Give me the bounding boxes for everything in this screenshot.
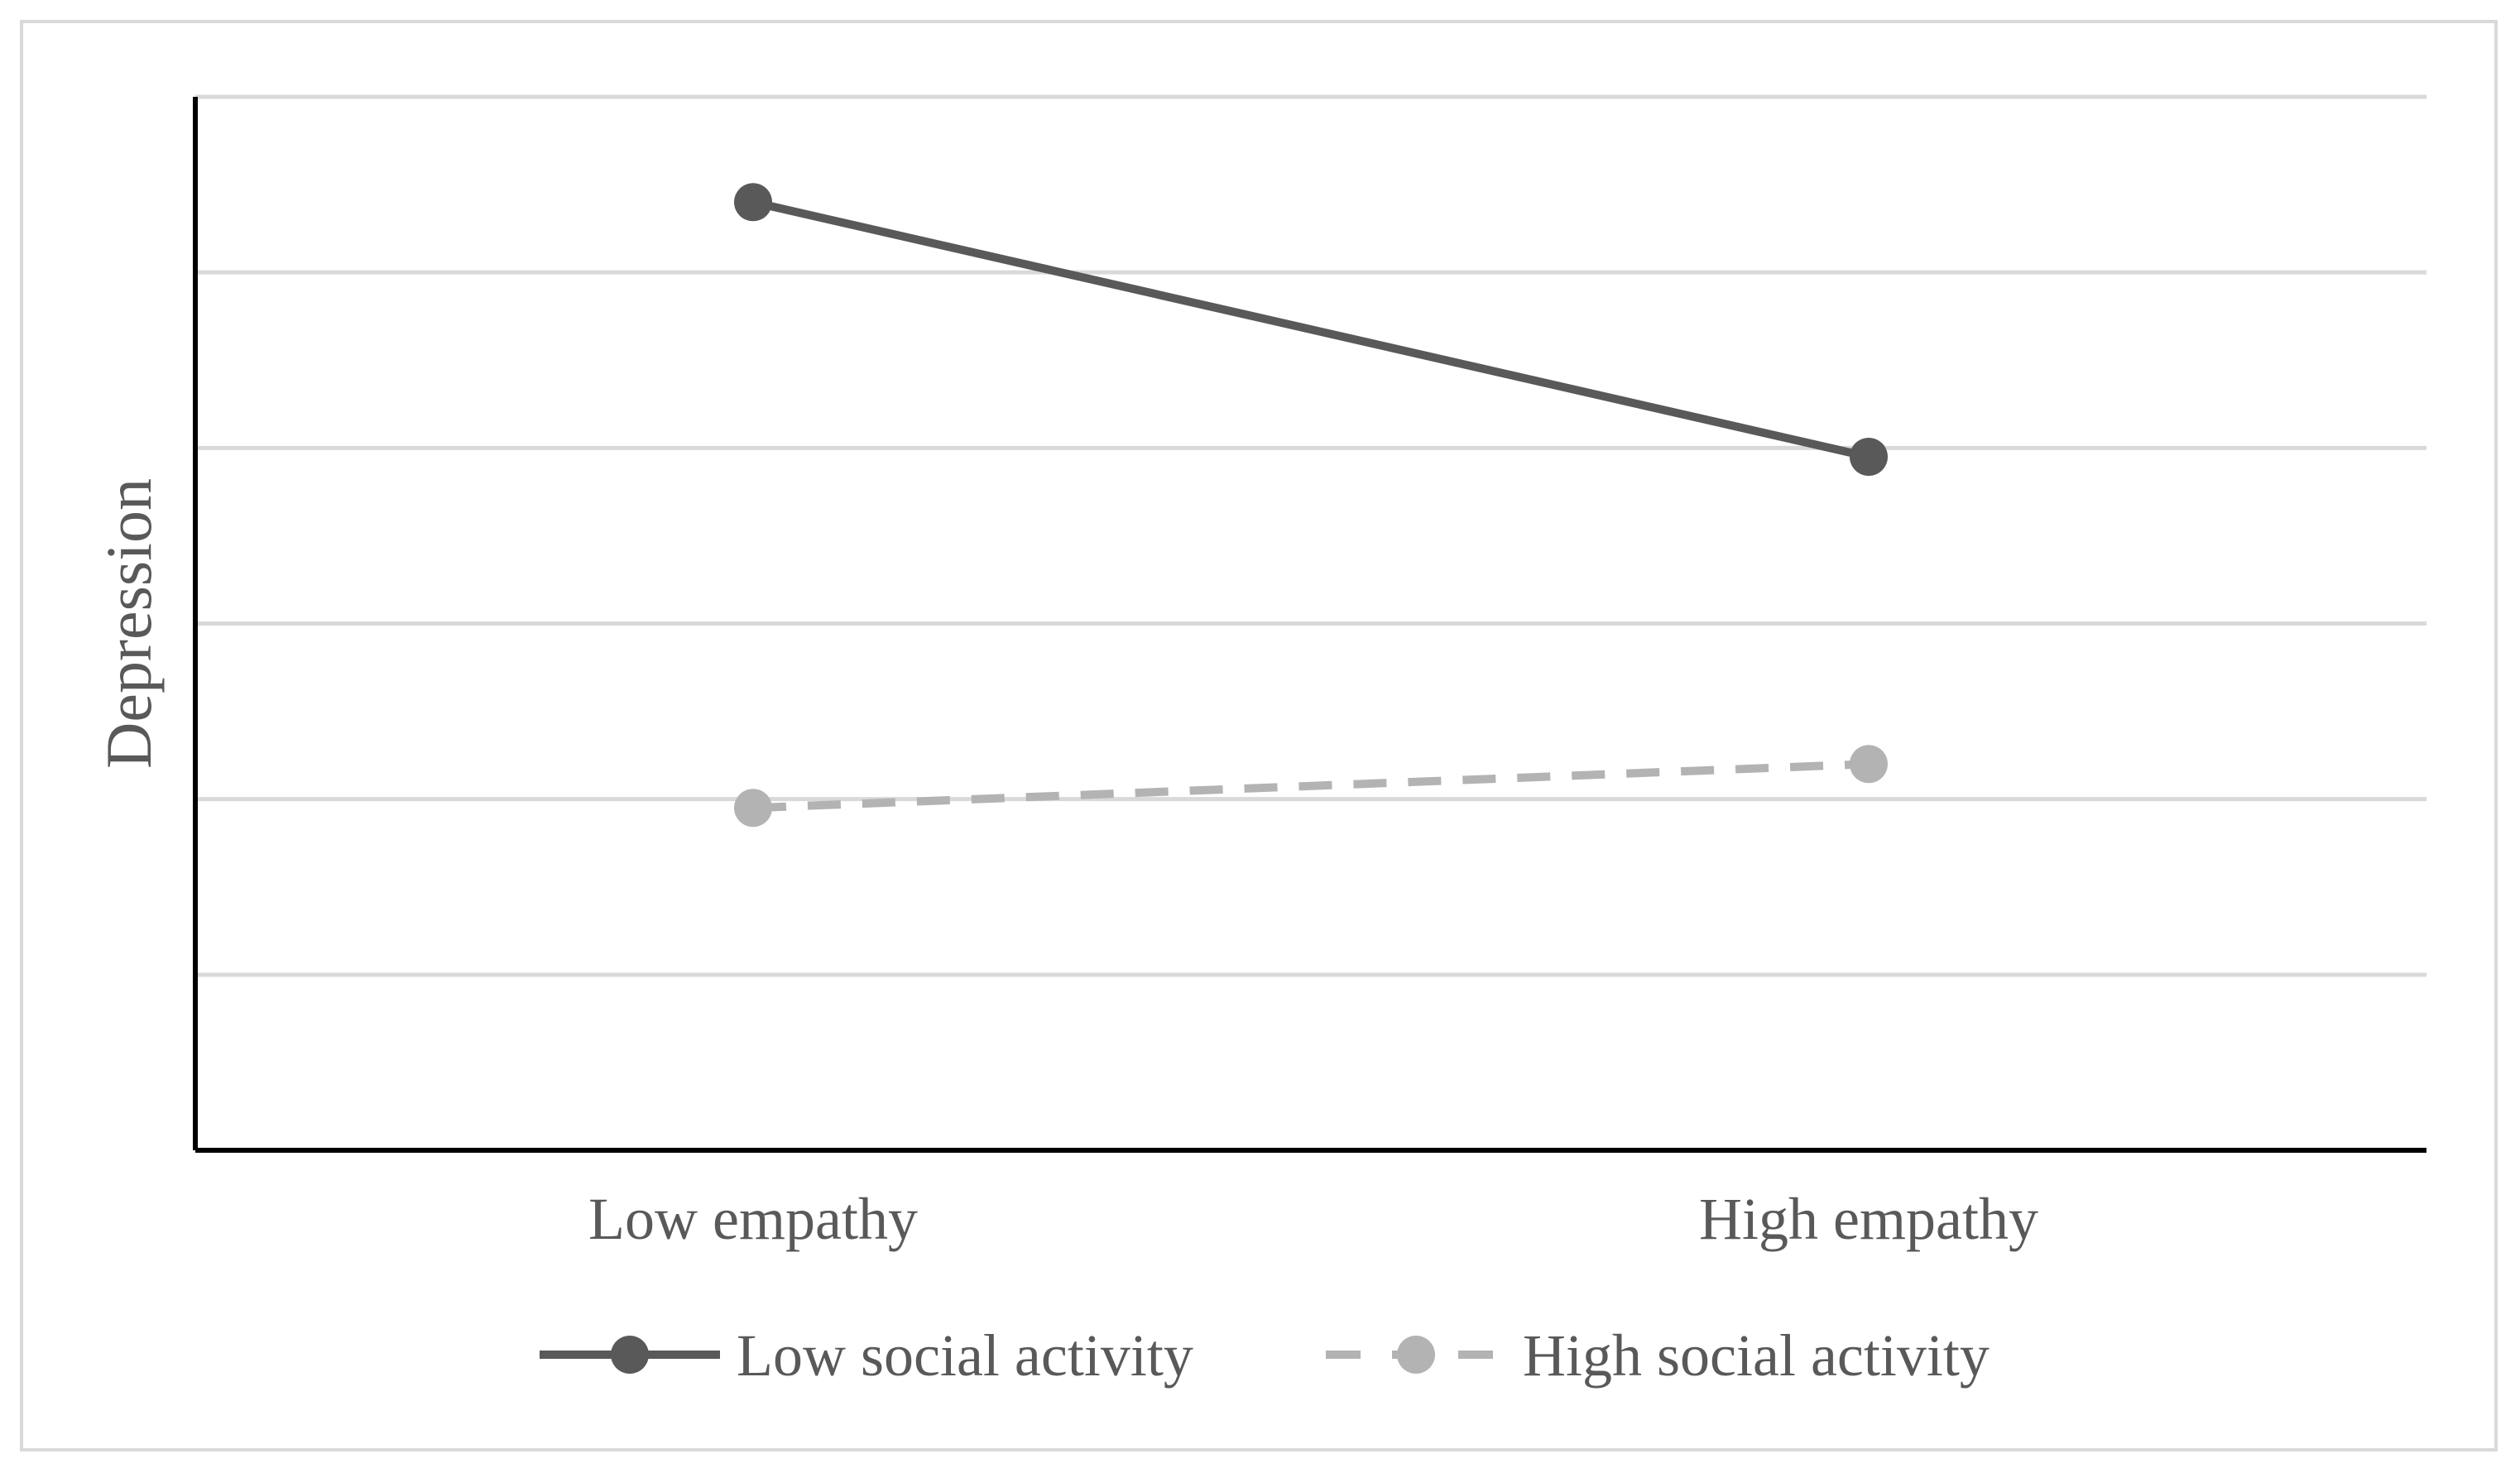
data-point	[1850, 437, 1888, 476]
legend-swatch-marker	[1397, 1336, 1435, 1374]
x-tick-labels: Low empathy High empathy	[588, 1186, 2038, 1252]
data-point	[734, 789, 772, 828]
data-point	[734, 183, 772, 222]
x-tick-label: High empathy	[1699, 1186, 2038, 1252]
legend-item: Low social activity	[540, 1322, 1193, 1389]
chart-frame	[20, 20, 2498, 1451]
data-point	[1850, 745, 1888, 784]
legend-label: High social activity	[1523, 1322, 1990, 1389]
series-line	[752, 760, 1870, 813]
series-high-social-activity	[734, 745, 1888, 828]
gridlines	[195, 94, 2426, 977]
x-tick-label: Low empathy	[588, 1186, 918, 1252]
legend-label: Low social activity	[737, 1322, 1193, 1389]
series-line	[749, 198, 1873, 461]
legend: Low social activity High social activity	[540, 1322, 1990, 1389]
series-low-social-activity	[734, 183, 1888, 476]
y-axis-title: Depression	[93, 478, 165, 769]
legend-swatch-marker	[611, 1336, 649, 1374]
legend-item: High social activity	[1326, 1322, 1990, 1389]
series-layer	[734, 183, 1888, 828]
